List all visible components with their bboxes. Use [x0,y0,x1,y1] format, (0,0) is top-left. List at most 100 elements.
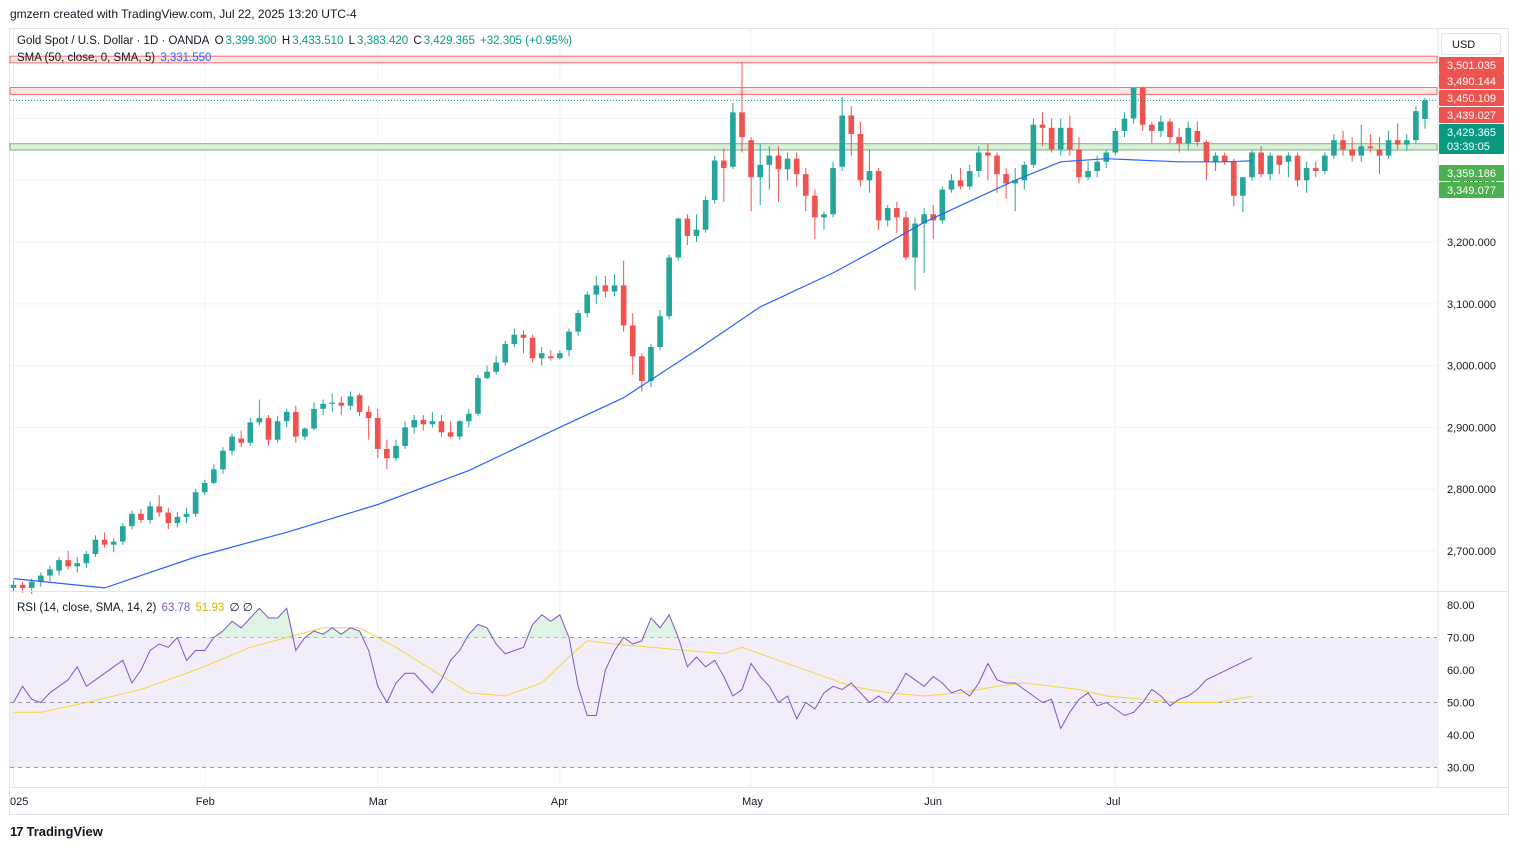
candle-body[interactable] [511,334,518,344]
candle-body[interactable] [566,331,572,351]
candle-body[interactable] [220,450,226,470]
candle-body[interactable] [547,356,554,359]
candle-body[interactable] [1331,140,1337,156]
candle-body[interactable] [994,155,1000,175]
candle-body[interactable] [903,217,909,258]
candle-body[interactable] [1413,111,1419,141]
candle-body[interactable] [766,155,773,165]
candle-body[interactable] [666,257,672,317]
candle-body[interactable] [1394,140,1401,145]
candle-body[interactable] [1385,140,1392,156]
candle-body[interactable] [802,174,809,196]
candle-body[interactable] [420,419,427,425]
candle-body[interactable] [775,155,782,170]
candle-body[interactable] [1139,87,1146,125]
rsi-line[interactable] [13,607,1253,730]
candle-body[interactable] [329,402,336,404]
candle-body[interactable] [229,436,235,451]
candle-body[interactable] [1376,149,1383,156]
candle-body[interactable] [1258,152,1264,175]
candle-body[interactable] [475,377,481,414]
candle-body[interactable] [557,353,563,359]
candle-body[interactable] [384,448,390,459]
candle-body[interactable] [730,112,736,167]
candle-body[interactable] [1067,127,1073,150]
candle-body[interactable] [1003,174,1009,184]
candle-body[interactable] [894,208,900,218]
candle-body[interactable] [274,421,281,440]
candle-body[interactable] [1285,155,1292,162]
candle-body[interactable] [1240,177,1246,196]
candle-body[interactable] [912,223,918,258]
candle-body[interactable] [1176,137,1182,144]
candle-body[interactable] [1322,155,1328,172]
candle-body[interactable] [1276,155,1283,165]
candle-body[interactable] [675,218,682,258]
candle-body[interactable] [1340,140,1346,150]
candle-body[interactable] [739,112,745,138]
candle-body[interactable] [65,560,71,567]
candle-body[interactable] [821,214,827,218]
candle-body[interactable] [83,553,90,564]
candle-body[interactable] [1121,118,1128,131]
candle-body[interactable] [28,581,35,588]
sma-label[interactable]: SMA (50, close, 0, SMA, 5) [17,52,156,64]
candle-body[interactable] [1085,171,1091,178]
candle-body[interactable] [1185,127,1192,144]
candle-body[interactable] [1303,167,1310,181]
candle-body[interactable] [283,411,290,422]
candle-body[interactable] [784,158,791,170]
candle-body[interactable] [1103,152,1110,162]
candle-body[interactable] [1294,155,1301,181]
candle-body[interactable] [1158,121,1164,131]
candle-body[interactable] [256,418,263,423]
candle-body[interactable] [211,469,217,483]
candle-body[interactable] [1048,127,1055,150]
candle-body[interactable] [138,513,144,520]
candle-body[interactable] [19,584,26,588]
candle-body[interactable] [921,214,927,224]
candle-body[interactable] [302,428,308,437]
candle-body[interactable] [129,513,135,527]
candle-body[interactable] [839,115,846,167]
rsi-label[interactable]: RSI (14, close, SMA, 14, 2) [17,602,157,614]
candle-body[interactable] [830,167,836,215]
candle-body[interactable] [1349,149,1355,156]
candle-body[interactable] [447,432,454,437]
candle-body[interactable] [857,133,864,181]
candle-body[interactable] [602,285,609,292]
candle-body[interactable] [393,445,399,459]
candle-body[interactable] [56,560,62,571]
candle-body[interactable] [402,427,408,446]
candle-body[interactable] [684,218,691,236]
candle-body[interactable] [611,285,618,292]
candle-body[interactable] [1194,130,1201,143]
candle-body[interactable] [47,569,53,576]
candle-body[interactable] [620,285,627,326]
candle-body[interactable] [593,285,600,295]
candle-body[interactable] [538,353,545,359]
candle-body[interactable] [411,419,418,428]
candle-body[interactable] [1212,155,1219,162]
candle-body[interactable] [456,421,463,437]
candle-body[interactable] [147,506,153,520]
candle-body[interactable] [374,418,381,449]
candle-body[interactable] [238,438,244,443]
candle-body[interactable] [320,403,326,409]
candle-body[interactable] [156,506,163,513]
candle-body[interactable] [347,396,354,406]
candle-body[interactable] [702,200,709,230]
candle-body[interactable] [1403,140,1410,145]
candle-body[interactable] [1367,146,1374,149]
candle-body[interactable] [1203,142,1210,162]
candle-body[interactable] [365,411,372,419]
candle-body[interactable] [174,516,181,524]
candle-body[interactable] [930,214,937,221]
candle-body[interactable] [356,395,363,412]
candle-body[interactable] [848,115,855,134]
candle-body[interactable] [493,362,499,372]
candle-body[interactable] [693,229,700,236]
candle-body[interactable] [1094,161,1100,172]
candle-body[interactable] [875,171,882,221]
